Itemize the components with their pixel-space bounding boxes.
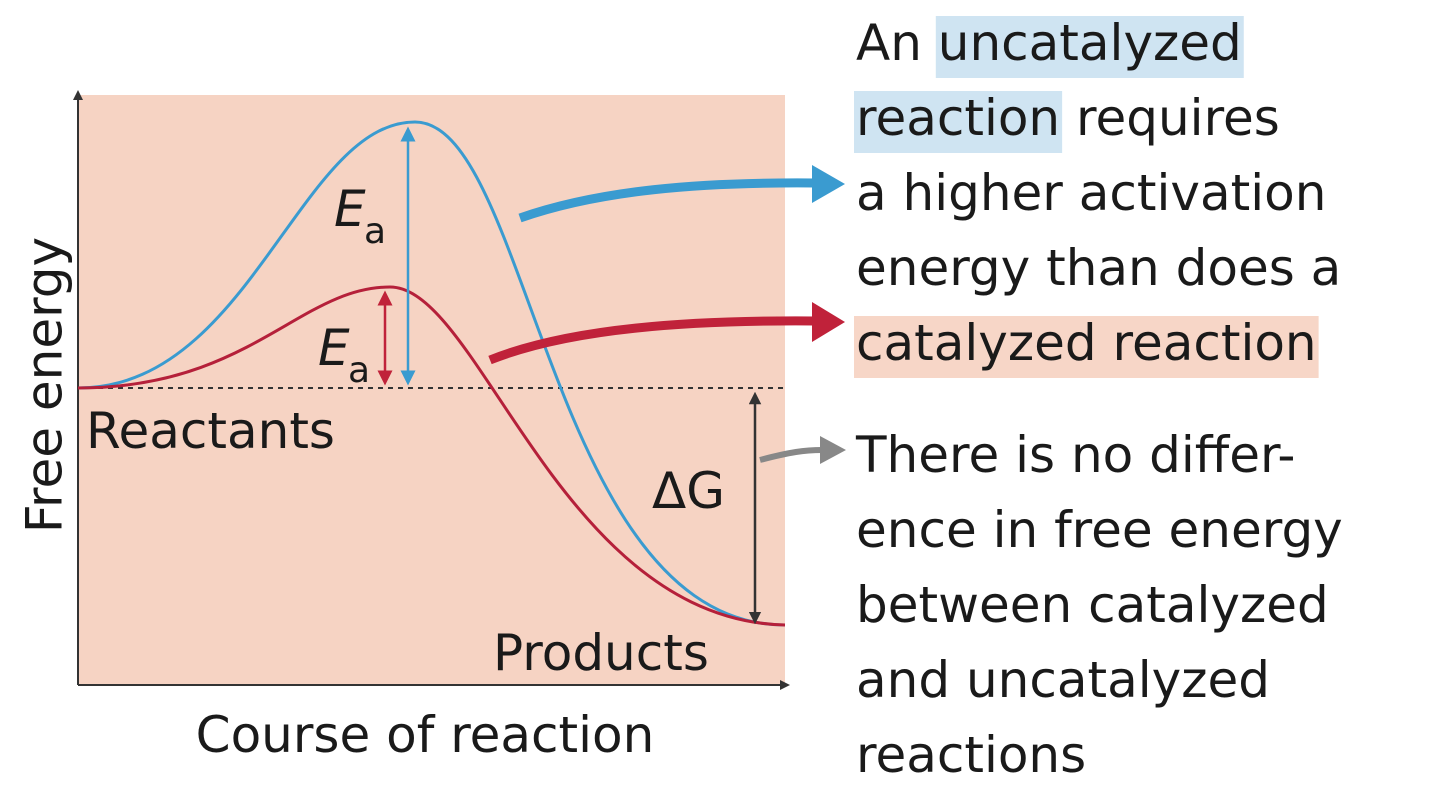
note-text: requires <box>1060 89 1280 147</box>
highlight <box>935 16 1244 78</box>
note-text: ence in free energy <box>856 501 1343 559</box>
note-text: a higher activation <box>856 164 1326 222</box>
note-text: An <box>856 14 938 72</box>
uncatalyzed-pointer <box>518 178 816 223</box>
difference-pointer-head <box>820 436 846 464</box>
highlight <box>854 316 1319 378</box>
difference-pointer <box>759 447 823 463</box>
x-axis-label: Course of reaction <box>196 706 655 764</box>
note-text: uncatalyzed <box>938 14 1242 72</box>
note-text: and uncatalyzed <box>856 651 1270 709</box>
catalyzed-pointer <box>488 316 816 365</box>
note-text: reaction <box>856 89 1060 147</box>
delta-g-label: ΔG <box>652 462 725 520</box>
note-text: energy than does a <box>856 239 1341 297</box>
uncatalyzed-pointer-head <box>812 165 845 203</box>
ea-symbol: E <box>334 180 366 238</box>
ea-symbol: E <box>318 319 350 377</box>
y-axis-label: Free energy <box>16 237 74 533</box>
uncatalyzed-curve <box>77 120 786 627</box>
note-text: between catalyzed <box>856 576 1329 634</box>
catalyzed-pointer-head <box>812 302 845 342</box>
notes: An uncatalyzed reaction requires a higher … <box>854 14 1343 784</box>
note-text: catalyzed reaction <box>856 314 1317 372</box>
ea-subscript: a <box>364 211 386 252</box>
products-label: Products <box>493 624 709 682</box>
note-text: reactions <box>856 726 1086 784</box>
ea-subscript: a <box>348 350 370 391</box>
note-text: There is no differ- <box>855 426 1295 484</box>
highlight <box>854 91 1063 153</box>
reactants-label: Reactants <box>86 402 335 460</box>
